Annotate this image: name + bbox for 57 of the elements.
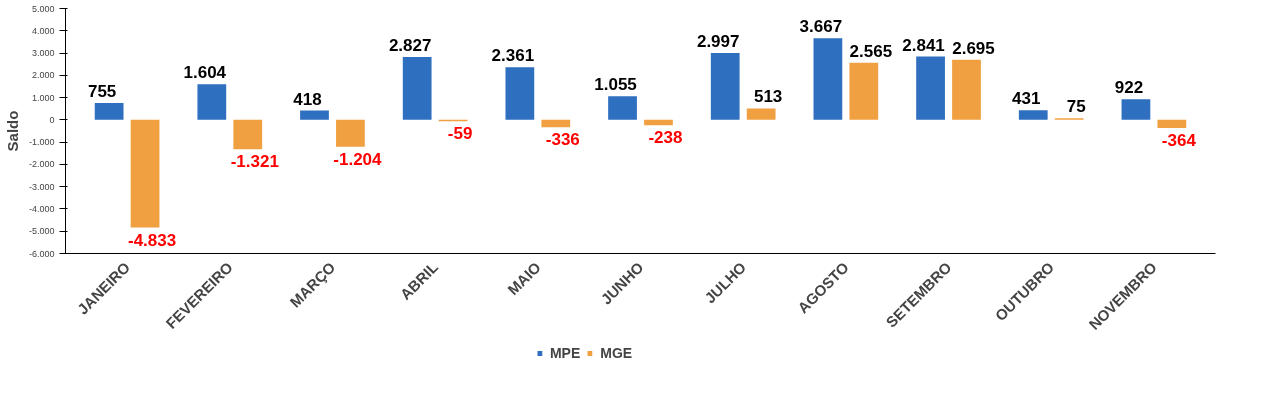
- bar: [1157, 119, 1187, 128]
- y-tick-label: 4.000: [31, 25, 55, 36]
- bar: [608, 96, 637, 120]
- bar: [1018, 110, 1048, 120]
- y-tick-label: 5.000: [31, 3, 55, 14]
- bar: [710, 53, 740, 120]
- y-tick-label: -6.000: [28, 248, 55, 259]
- data-label: 2.827: [388, 35, 432, 55]
- data-label: 2.565: [849, 41, 893, 61]
- data-label: 3.667: [799, 17, 843, 37]
- data-label: -336: [545, 130, 580, 150]
- data-label: 2.361: [491, 46, 535, 66]
- data-label: 2.997: [696, 32, 740, 52]
- bar: [94, 103, 124, 120]
- data-label: 75: [1066, 97, 1086, 117]
- y-tick-label: -2.000: [28, 159, 55, 170]
- y-tick-label: -5.000: [28, 226, 55, 237]
- data-label: 755: [87, 82, 117, 102]
- y-tick-label: -3.000: [28, 181, 55, 192]
- bar: [541, 119, 571, 128]
- y-tick-label: 1.000: [31, 92, 55, 103]
- y-tick-label: 2.000: [31, 70, 55, 81]
- bar: [916, 56, 945, 120]
- y-tick-label: -1.000: [28, 137, 55, 148]
- y-axis-title: Saldo: [3, 110, 21, 152]
- data-label: 922: [1114, 78, 1144, 98]
- data-label: 513: [753, 87, 783, 107]
- bar: [1121, 99, 1151, 120]
- data-label: 1.604: [183, 63, 227, 83]
- y-tick-label: 0: [49, 114, 55, 125]
- data-label: 431: [1012, 89, 1041, 109]
- bar: [300, 110, 329, 120]
- bar: [644, 119, 673, 126]
- y-tick-label: -4.000: [28, 203, 55, 214]
- y-tick-label: 3.000: [31, 48, 55, 59]
- data-label: 418: [293, 89, 322, 109]
- data-label: -1.204: [333, 149, 383, 169]
- legend-label: MGE: [600, 345, 633, 361]
- bar: [746, 108, 776, 120]
- bar: [402, 56, 432, 120]
- bar: [952, 59, 981, 120]
- data-label: -4.833: [127, 230, 177, 250]
- data-label: -1.321: [230, 152, 279, 172]
- bar: [233, 119, 263, 150]
- data-label: -59: [447, 124, 473, 144]
- bar: [849, 62, 879, 120]
- bar: [197, 84, 227, 120]
- data-label: 2.695: [952, 38, 995, 58]
- data-label: 1.055: [594, 75, 637, 95]
- data-label: -238: [648, 128, 683, 148]
- bar: [130, 119, 160, 228]
- legend-label: MPE: [549, 345, 581, 361]
- data-label: -364: [1161, 130, 1197, 150]
- bar: [813, 38, 843, 120]
- bar: [505, 67, 535, 120]
- bar: [336, 119, 365, 147]
- data-label: 2.841: [902, 35, 945, 55]
